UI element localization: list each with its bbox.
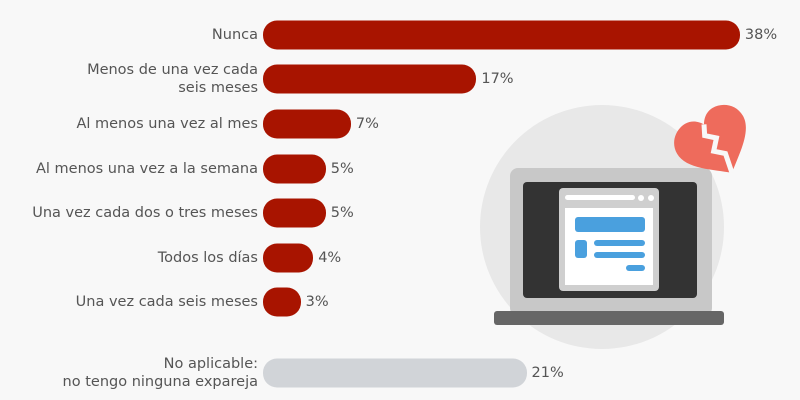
category-label: Una vez cada seis meses (76, 293, 258, 311)
category-label-line1: Nunca (211, 27, 258, 43)
category-label-line1: Al menos una vez a la semana (35, 161, 258, 177)
bar (263, 20, 740, 50)
chart-row: Menos de una vez cada seis meses 17% (0, 61, 800, 97)
category-label: Al menos una vez a la semana (36, 160, 258, 178)
category-label: No aplicable: no tengo ninguna expareja (63, 355, 258, 391)
value-label: 17% (481, 71, 514, 87)
chart-row: No aplicable: no tengo ninguna expareja 21… (0, 355, 800, 391)
value-label: 3% (305, 294, 329, 310)
bar (263, 154, 326, 184)
category-label-line1: No aplicable: (163, 356, 258, 372)
value-label: 38% (744, 27, 778, 43)
category-label: Una vez cada dos o tres meses (32, 204, 258, 222)
bar (263, 243, 314, 273)
chart-row: Una vez cada seis meses 3% (0, 287, 800, 317)
category-label-line1: Una vez cada seis meses (75, 294, 258, 310)
value-label: 5% (330, 161, 354, 177)
broken-heart-icon (674, 104, 746, 174)
category-label: Menos de una vez cada seis meses (87, 61, 258, 97)
value-label: 5% (330, 205, 354, 221)
value-label: 21% (531, 365, 564, 381)
bar (263, 64, 477, 94)
laptop-icon (494, 168, 724, 325)
category-label: Al menos una vez al mes (76, 115, 258, 133)
chart-row: Una vez cada dos o tres meses 5% (0, 198, 800, 228)
category-label-line1: Al menos una vez al mes (76, 116, 258, 132)
chart-row: Al menos una vez a la semana 5% (0, 154, 800, 184)
chart-row: Todos los días 4% (0, 243, 800, 273)
chart-row: Al menos una vez al mes 7% (0, 109, 800, 139)
category-label-line1: Una vez cada dos o tres meses (32, 205, 258, 221)
bar (263, 109, 351, 139)
value-label: 4% (318, 250, 342, 266)
chart-row: Nunca 38% (0, 20, 800, 50)
bar (263, 198, 326, 228)
category-label-line1: Todos los días (157, 250, 258, 266)
category-label-line2: no tengo ninguna expareja (62, 374, 258, 390)
category-label-line2: seis meses (178, 80, 258, 96)
category-label: Nunca (212, 26, 258, 44)
category-label-line1: Menos de una vez cada (87, 62, 258, 78)
category-label: Todos los días (158, 249, 258, 267)
value-label: 7% (355, 116, 379, 132)
bar (263, 358, 527, 388)
bar (263, 287, 301, 317)
